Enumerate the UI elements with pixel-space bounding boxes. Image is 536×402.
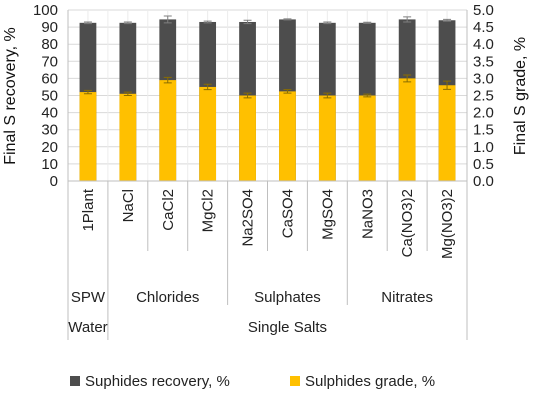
errorbar-recovery-3 <box>203 20 212 24</box>
legend-swatch-recovery <box>70 376 80 386</box>
right-axis-ticks: 0.00.51.01.52.02.53.03.54.04.55.0 <box>473 2 494 190</box>
legend-label-recovery: Suphides recovery, % <box>85 373 230 390</box>
right-tick-label: 0.0 <box>473 173 494 190</box>
right-tick-label: 0.5 <box>473 156 494 173</box>
bar-grade-3 <box>199 86 217 181</box>
errorbar-grade-9 <box>443 80 452 90</box>
right-tick-label: 5.0 <box>473 2 494 19</box>
category-label-1: NaCl <box>120 189 137 222</box>
bar-grade-2 <box>159 80 177 181</box>
right-tick-label: 1.0 <box>473 139 494 156</box>
left-tick-label: 10 <box>41 156 58 173</box>
category-label-3: MgCl2 <box>200 189 217 232</box>
group-label-3: Nitrates <box>381 289 433 306</box>
errorbar-grade-6 <box>323 92 332 99</box>
errorbar-grade-3 <box>203 83 212 91</box>
legend: Suphides recovery, % Sulphides grade, % <box>70 373 435 390</box>
bar-grade-0 <box>79 92 97 181</box>
group-labels: SPW Chlorides Sulphates Nitrates Water Single… <box>68 289 433 336</box>
right-tick-label: 4.5 <box>473 19 494 36</box>
errorbar-grade-1 <box>123 91 132 96</box>
errorbar-recovery-4 <box>243 19 252 25</box>
supergroup-label-0: Water <box>68 319 107 336</box>
bar-grade-8 <box>398 78 416 181</box>
right-tick-label: 2.5 <box>473 88 494 105</box>
errorbar-recovery-6 <box>323 21 332 25</box>
category-label-5: CaSO4 <box>279 189 296 238</box>
errorbar-recovery-1 <box>123 21 132 25</box>
category-label-4: Na2SO4 <box>240 189 257 247</box>
errorbar-grade-5 <box>283 89 292 94</box>
errorbar-recovery-5 <box>283 18 292 21</box>
group-label-2: Sulphates <box>254 289 321 306</box>
bar-grade-1 <box>119 93 137 181</box>
bars <box>79 15 456 182</box>
errorbar-recovery-2 <box>163 15 172 24</box>
errorbar-grade-2 <box>163 76 172 84</box>
legend-swatch-grade <box>290 376 300 386</box>
left-tick-label: 70 <box>41 53 58 70</box>
right-tick-label: 1.5 <box>473 122 494 139</box>
right-tick-label: 3.0 <box>473 70 494 87</box>
category-label-0: 1Plant <box>80 188 97 231</box>
left-tick-label: 30 <box>41 122 58 139</box>
right-axis-title: Final S grade, % <box>512 37 529 155</box>
right-tick-label: 3.5 <box>473 53 494 70</box>
bar-grade-4 <box>239 95 256 181</box>
category-label-6: MgSO4 <box>319 189 336 240</box>
left-tick-label: 40 <box>41 105 58 122</box>
bar-grade-9 <box>438 85 456 181</box>
left-axis-title: Final S recovery, % <box>2 27 19 165</box>
category-label-8: Ca(NO3)2 <box>399 189 416 257</box>
supergroup-label-1: Single Salts <box>248 319 327 336</box>
group-label-1: Chlorides <box>136 289 199 306</box>
left-tick-label: 50 <box>41 88 58 105</box>
category-labels: 1Plant NaCl CaCl2 MgCl2 Na2SO4 CaSO4 MgSO4 NaNO… <box>80 188 456 259</box>
legend-label-grade: Sulphides grade, % <box>305 373 435 390</box>
category-label-9: Mg(NO3)2 <box>439 189 456 259</box>
bar-grade-5 <box>279 91 296 181</box>
errorbar-recovery-9 <box>443 18 452 22</box>
errorbar-grade-8 <box>403 74 412 83</box>
errorbar-recovery-7 <box>363 21 372 24</box>
category-label-7: NaNO3 <box>359 189 376 239</box>
errorbar-grade-7 <box>363 93 372 98</box>
bar-grade-6 <box>318 95 336 181</box>
left-tick-label: 90 <box>41 19 58 36</box>
errorbar-grade-4 <box>243 92 252 99</box>
left-tick-label: 20 <box>41 139 58 156</box>
left-tick-label: 100 <box>33 2 58 19</box>
left-tick-label: 0 <box>50 173 58 190</box>
left-tick-label: 80 <box>41 36 58 53</box>
bar-grade-7 <box>358 95 376 181</box>
group-label-0: SPW <box>71 289 106 306</box>
right-tick-label: 4.0 <box>473 36 494 53</box>
left-tick-label: 60 <box>41 70 58 87</box>
right-tick-label: 2.0 <box>473 105 494 122</box>
errorbar-grade-0 <box>83 89 92 95</box>
axes <box>67 10 468 340</box>
errorbar-recovery-8 <box>403 16 412 23</box>
category-label-2: CaCl2 <box>160 189 177 231</box>
errorbar-recovery-0 <box>83 21 92 25</box>
